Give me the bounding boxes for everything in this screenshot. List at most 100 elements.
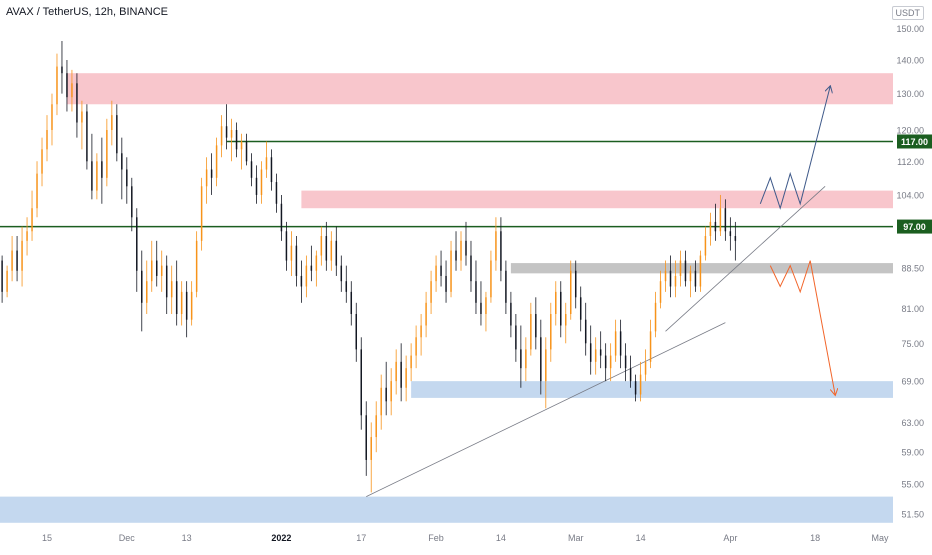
candle [465, 221, 467, 266]
candle-body [245, 141, 248, 162]
candle-body [36, 173, 38, 209]
level-price-tag [897, 219, 932, 234]
candle-body [604, 355, 607, 369]
candle [350, 281, 353, 326]
candle-body [510, 302, 512, 326]
candle [420, 314, 422, 356]
candle [250, 153, 253, 187]
candle [255, 165, 258, 204]
candle [345, 265, 348, 303]
candle-body [190, 291, 193, 320]
candle [146, 260, 148, 315]
projection-bear-arrow[interactable] [769, 260, 835, 395]
trend-line-1[interactable] [665, 186, 826, 332]
candle-body [91, 161, 93, 191]
candle-body [470, 255, 472, 282]
candle [684, 250, 687, 287]
candle [96, 153, 98, 200]
price-tick-label: 112.00 [897, 157, 924, 167]
candle-body [335, 240, 338, 266]
candle [734, 221, 737, 261]
candle [714, 203, 717, 241]
candle-body [31, 208, 33, 232]
candle [679, 250, 682, 287]
candle-body [365, 415, 367, 460]
candle-body [545, 349, 547, 382]
candle [31, 190, 33, 241]
candle-body [16, 250, 18, 271]
candle-body [579, 297, 582, 320]
candle-body [724, 208, 727, 232]
candle-body [435, 265, 437, 282]
candle-body [639, 374, 642, 395]
candle-body [485, 297, 487, 315]
symbol-title[interactable]: AVAX / TetherUS, 12h, BINANCE [6, 6, 169, 18]
candle-body [535, 314, 537, 338]
level-price-label: 97.00 [903, 222, 926, 232]
candle [335, 226, 338, 276]
time-tick-label: Apr [723, 533, 737, 543]
currency-button[interactable]: USDT [891, 6, 924, 20]
candle [370, 422, 372, 493]
price-tick-label: 81.00 [901, 304, 924, 314]
candle-body [106, 130, 108, 178]
candle-body [520, 349, 522, 369]
candle [285, 221, 288, 271]
candle [525, 337, 527, 382]
candle-body [71, 83, 73, 98]
candle [589, 325, 592, 375]
candle [300, 260, 303, 303]
zone-gray-2[interactable] [510, 263, 893, 274]
candle [659, 270, 662, 309]
candle-body [395, 361, 397, 382]
candle [530, 302, 532, 356]
candle [240, 133, 243, 170]
projection-bull-arrow[interactable] [759, 87, 830, 210]
candle [365, 401, 367, 476]
candle [510, 291, 512, 338]
candle [235, 122, 238, 158]
time-tick-label: 18 [810, 533, 820, 543]
candle-body [81, 111, 83, 123]
candle [131, 177, 133, 232]
candle-body [235, 130, 238, 150]
candle-body [729, 231, 732, 237]
zone-red-0[interactable] [66, 73, 894, 105]
candle [425, 291, 427, 338]
time-tick-label: Feb [428, 533, 444, 543]
trend-line-0[interactable] [366, 322, 726, 497]
candle [36, 161, 38, 218]
candle [694, 260, 697, 292]
candle [724, 199, 727, 241]
candle [315, 250, 318, 287]
candle [689, 265, 692, 298]
zone-blue-4[interactable] [0, 496, 893, 523]
candle [704, 226, 707, 261]
candle [455, 231, 457, 271]
candle [116, 104, 118, 162]
candle [520, 325, 522, 388]
candle [460, 231, 462, 271]
candle-body [445, 275, 447, 292]
candle [550, 302, 552, 362]
price-tick-label: 69.00 [901, 377, 924, 387]
candle-body [704, 236, 707, 256]
candle [634, 374, 637, 402]
zone-blue-3[interactable] [411, 381, 893, 398]
time-tick-label: Mar [568, 533, 584, 543]
candle [545, 337, 547, 409]
candle-body [410, 355, 412, 369]
candle-body [330, 240, 333, 261]
candle [624, 343, 627, 382]
candle [475, 260, 477, 315]
candle-body [340, 265, 343, 282]
candle-body [51, 104, 53, 131]
candle-body [61, 66, 63, 74]
time-tick-label: 14 [496, 533, 506, 543]
zone-red-1[interactable] [301, 190, 893, 209]
candle-body [265, 157, 268, 170]
candle-body [460, 240, 462, 261]
candle [165, 255, 168, 315]
